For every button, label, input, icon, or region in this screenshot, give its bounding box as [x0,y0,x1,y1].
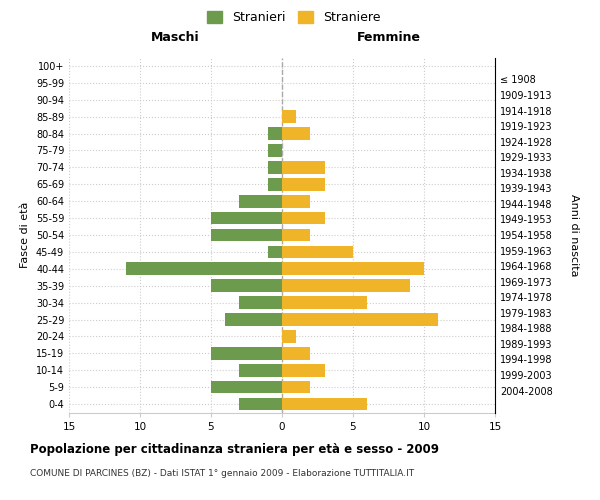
Text: Popolazione per cittadinanza straniera per età e sesso - 2009: Popolazione per cittadinanza straniera p… [30,442,439,456]
Bar [268,178,282,190]
Bar [282,347,310,360]
Bar [239,398,282,410]
Bar [282,296,367,309]
Bar [225,313,282,326]
Bar [239,296,282,309]
Bar [282,127,310,140]
Bar [282,161,325,173]
Bar [211,212,282,224]
Bar [282,398,367,410]
Bar [268,161,282,173]
Bar [268,127,282,140]
Bar [282,228,310,241]
Bar [282,178,325,190]
Bar [282,330,296,343]
Bar [282,195,310,207]
Bar [282,313,438,326]
Y-axis label: Fasce di età: Fasce di età [20,202,30,268]
Bar [268,144,282,157]
Bar [282,212,325,224]
Text: COMUNE DI PARCINES (BZ) - Dati ISTAT 1° gennaio 2009 - Elaborazione TUTTITALIA.I: COMUNE DI PARCINES (BZ) - Dati ISTAT 1° … [30,469,414,478]
Bar [211,228,282,241]
Bar [126,262,282,275]
Bar [282,381,310,394]
Bar [211,381,282,394]
Y-axis label: Anni di nascita: Anni di nascita [569,194,579,276]
Text: Femmine: Femmine [356,31,421,44]
Bar [282,364,325,376]
Bar [282,246,353,258]
Bar [282,262,424,275]
Legend: Stranieri, Straniere: Stranieri, Straniere [202,6,386,29]
Bar [211,280,282,292]
Bar [268,246,282,258]
Bar [282,110,296,123]
Bar [239,364,282,376]
Bar [282,280,410,292]
Text: Maschi: Maschi [151,31,200,44]
Bar [239,195,282,207]
Bar [211,347,282,360]
